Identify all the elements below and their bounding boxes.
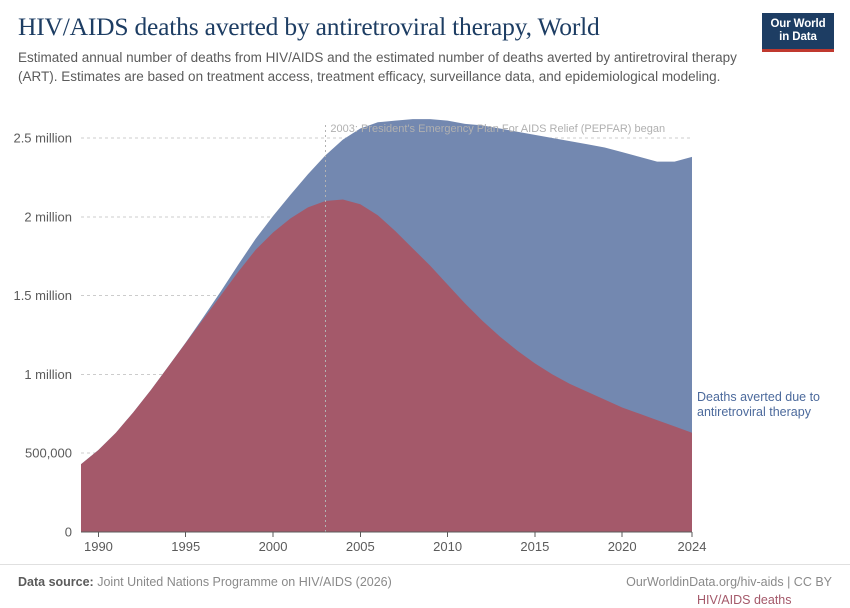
owid-logo-line-2: in Data bbox=[779, 31, 817, 43]
x-axis-tick-label: 2005 bbox=[346, 539, 375, 554]
y-axis-tick-label: 1.5 million bbox=[13, 288, 72, 303]
x-axis-tick-label: 2015 bbox=[520, 539, 549, 554]
y-axis-tick-label: 2.5 million bbox=[13, 131, 72, 146]
chart-footer: Data source: Joint United Nations Progra… bbox=[0, 564, 850, 600]
page-title: HIV/AIDS deaths averted by antiretrovira… bbox=[18, 12, 600, 41]
x-axis-tick-label: 2020 bbox=[608, 539, 637, 554]
attribution-link[interactable]: OurWorldinData.org/hiv-aids | CC BY bbox=[626, 575, 832, 589]
chart-annotation-pepfar: 2003: President's Emergency Plan For AID… bbox=[330, 123, 665, 135]
chart-subtitle: Estimated annual number of deaths from H… bbox=[18, 50, 737, 84]
stacked-area-chart[interactable]: 0 500,000 1 million 1.5 million 2 million 2.5… bbox=[0, 118, 850, 560]
series-label-deaths-averted: Deaths averted due to antiretroviral the… bbox=[697, 390, 820, 419]
area-hiv-aids-deaths bbox=[81, 199, 692, 532]
data-source-value: Joint United Nations Programme on HIV/AI… bbox=[97, 575, 392, 589]
chart-plot-area[interactable]: 0 500,000 1 million 1.5 million 2 million 2.5… bbox=[0, 118, 850, 607]
y-axis-tick-label: 1 million bbox=[24, 367, 72, 382]
y-axis-tick-label: 2 million bbox=[24, 209, 72, 224]
owid-logo-line-1: Our World bbox=[770, 18, 826, 30]
x-axis-tick-label: 2024 bbox=[678, 539, 707, 554]
data-source-label: Data source: bbox=[18, 575, 94, 589]
y-axis-tick-label: 500,000 bbox=[25, 446, 72, 461]
owid-logo[interactable]: Our World in Data bbox=[762, 13, 834, 52]
data-source: Data source: Joint United Nations Progra… bbox=[18, 575, 392, 589]
x-axis-tick-label: 2010 bbox=[433, 539, 462, 554]
chart-header: HIV/AIDS deaths averted by antiretrovira… bbox=[18, 12, 758, 86]
y-axis-tick-label: 0 bbox=[65, 525, 72, 540]
x-axis-tick-label: 2000 bbox=[259, 539, 288, 554]
x-axis-tick-label: 1995 bbox=[171, 539, 200, 554]
x-axis-tick-label: 1990 bbox=[84, 539, 113, 554]
